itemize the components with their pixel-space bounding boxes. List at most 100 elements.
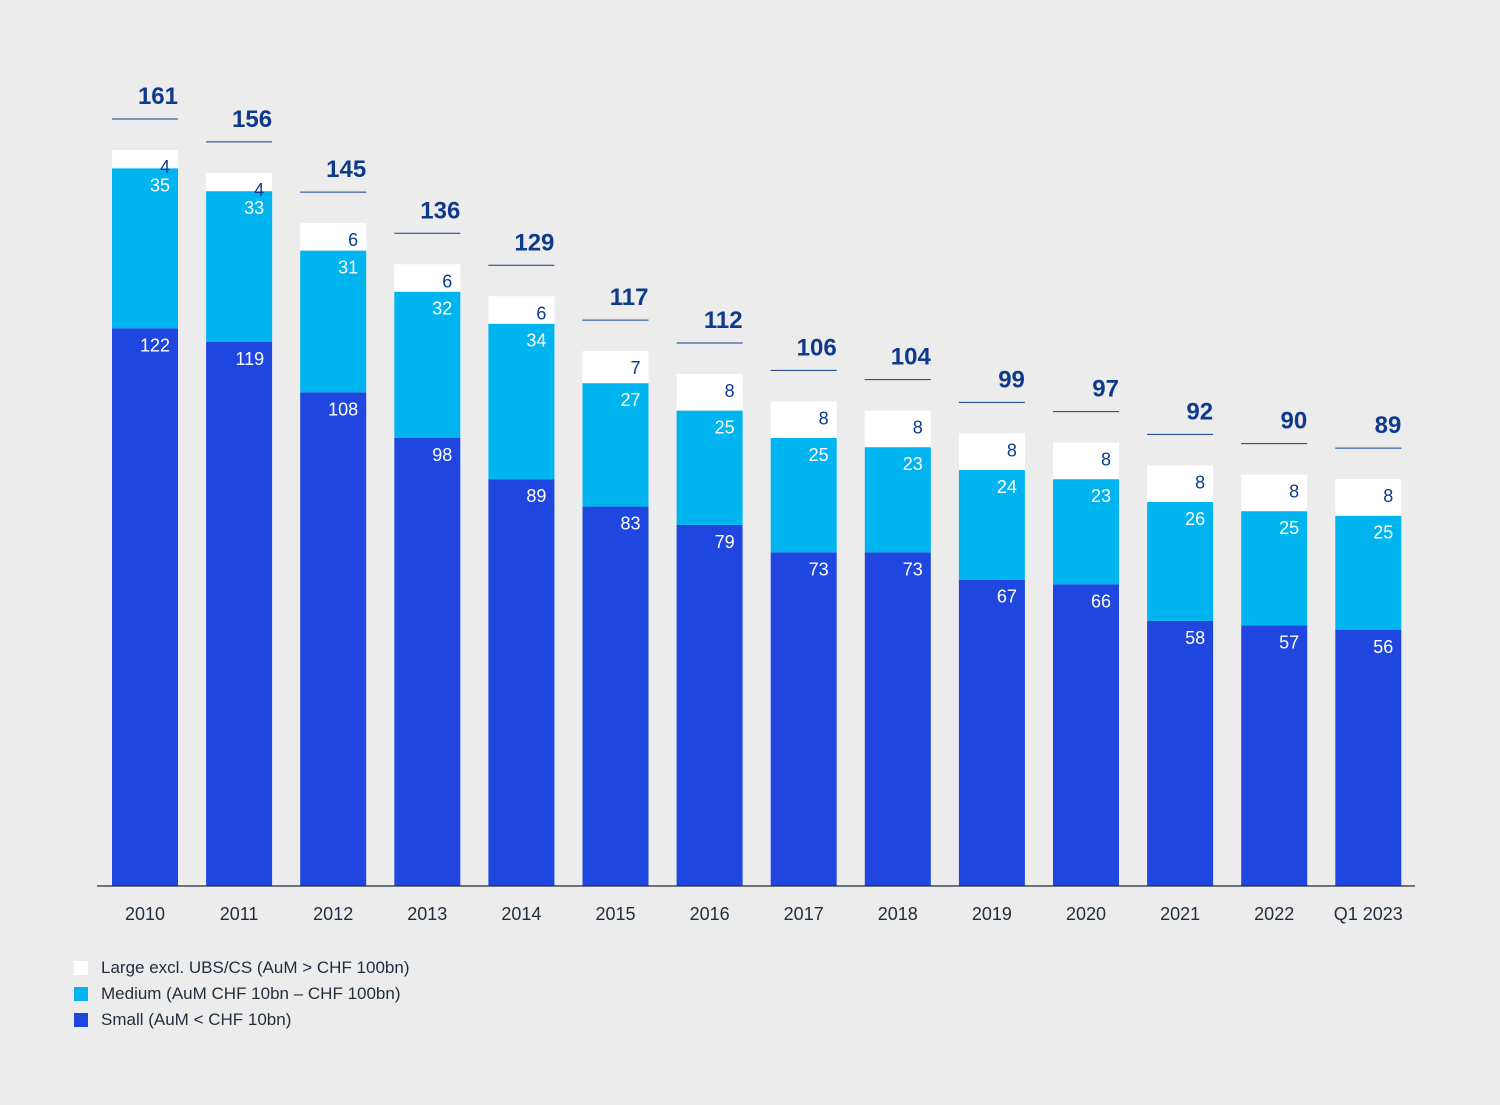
bar-segment-medium <box>206 191 273 342</box>
bar-segment-medium <box>770 438 837 553</box>
bar-value-label: 25 <box>715 418 735 438</box>
x-tick-label: 2017 <box>784 904 824 924</box>
bar-value-label: 66 <box>1091 591 1111 611</box>
total-label: 104 <box>891 344 932 371</box>
bar-segment-small <box>488 479 555 886</box>
labels-layer: 1223541611193341561083161459832613689346… <box>112 83 1402 657</box>
total-label: 92 <box>1186 398 1213 425</box>
bar-segment-medium <box>676 410 743 525</box>
x-tick-label: 2010 <box>125 904 165 924</box>
bar-value-label: 8 <box>1383 486 1393 506</box>
bar-segment-large <box>206 172 273 192</box>
legend-item-small: Small (AuM < CHF 10bn) <box>74 1007 409 1033</box>
bar-value-label: 32 <box>432 299 452 319</box>
bar-value-label: 79 <box>715 532 735 552</box>
total-label: 161 <box>138 83 178 110</box>
bar-value-label: 35 <box>150 175 170 195</box>
bar-segment-small <box>864 552 931 886</box>
x-axis-tick-labels: 2010 2011 2012 2013 2014 2015 2016 2017 2018 2019… <box>125 904 1403 924</box>
bar-segment-small <box>1241 625 1308 886</box>
bar-value-label: 6 <box>348 230 358 250</box>
bar-segment-medium <box>864 447 931 553</box>
bar-segment-large <box>864 410 931 448</box>
bar-value-label: 8 <box>913 418 923 438</box>
x-tick-label: 2020 <box>1066 904 1106 924</box>
bar-value-label: 25 <box>1373 523 1393 543</box>
bar-segment-medium <box>394 291 461 438</box>
bar-segment-medium <box>488 323 555 480</box>
total-label: 90 <box>1280 408 1307 435</box>
x-tick-label: 2022 <box>1254 904 1294 924</box>
bar-value-label: 7 <box>630 358 640 378</box>
bar-segment-small <box>1335 630 1402 886</box>
bar-value-label: 8 <box>819 408 829 428</box>
bar-value-label: 67 <box>997 587 1017 607</box>
bar-segment-large <box>1335 479 1402 516</box>
x-tick-label: 2015 <box>595 904 635 924</box>
bar-value-label: 56 <box>1373 637 1393 657</box>
bar-segment-medium <box>300 250 367 393</box>
bar-segment-medium <box>1147 502 1214 621</box>
bar-value-label: 31 <box>338 258 358 278</box>
bar-segment-large <box>394 264 461 292</box>
bar-value-label: 73 <box>809 559 829 579</box>
bar-segment-large <box>770 401 837 438</box>
legend-item-large: Large excl. UBS/CS (AuM > CHF 100bn) <box>74 955 409 981</box>
bars-layer <box>112 150 1402 886</box>
legend-item-medium: Medium (AuM CHF 10bn – CHF 100bn) <box>74 981 409 1007</box>
bar-value-label: 108 <box>328 399 358 419</box>
x-tick-label: 2013 <box>407 904 447 924</box>
bar-value-label: 98 <box>432 445 452 465</box>
legend-swatch-medium <box>74 987 88 1001</box>
bar-value-label: 25 <box>1279 518 1299 538</box>
bar-value-label: 6 <box>442 271 452 291</box>
bar-segment-medium <box>1053 479 1119 585</box>
bar-value-label: 73 <box>903 559 923 579</box>
bar-segment-large <box>300 223 367 251</box>
bar-value-label: 83 <box>620 514 640 534</box>
bar-segment-small <box>1053 584 1119 886</box>
x-tick-label: 2011 <box>220 904 259 924</box>
bar-segment-medium <box>1335 515 1402 630</box>
bar-segment-small <box>112 328 178 886</box>
bar-value-label: 122 <box>140 335 170 355</box>
x-tick-label: Q1 2023 <box>1334 904 1403 924</box>
bar-value-label: 23 <box>903 454 923 474</box>
bar-value-label: 8 <box>1007 440 1017 460</box>
bar-value-label: 23 <box>1091 486 1111 506</box>
total-label: 145 <box>326 156 366 183</box>
bar-segment-small <box>958 579 1025 886</box>
bar-segment-small <box>206 342 273 886</box>
total-label: 89 <box>1375 412 1402 439</box>
bar-segment-large <box>958 433 1025 470</box>
bar-segment-large <box>1241 474 1308 512</box>
bar-value-label: 58 <box>1185 628 1205 648</box>
bar-segment-medium <box>1241 511 1308 626</box>
bar-value-label: 8 <box>1101 450 1111 470</box>
bar-segment-small <box>300 392 367 886</box>
legend: Large excl. UBS/CS (AuM > CHF 100bn) Med… <box>74 955 409 1033</box>
bar-value-label: 6 <box>536 303 546 323</box>
total-label: 97 <box>1092 376 1119 403</box>
bar-value-label: 89 <box>526 486 546 506</box>
legend-swatch-large <box>74 961 88 975</box>
bar-value-label: 8 <box>1195 472 1205 492</box>
legend-label-medium: Medium (AuM CHF 10bn – CHF 100bn) <box>101 984 401 1003</box>
bar-value-label: 27 <box>620 390 640 410</box>
bar-segment-large <box>112 150 178 169</box>
bar-segment-large <box>1053 442 1119 480</box>
bar-segment-medium <box>958 470 1025 580</box>
bar-value-label: 34 <box>526 331 546 351</box>
bar-segment-small <box>676 524 743 886</box>
total-label: 112 <box>704 307 743 334</box>
bar-value-label: 4 <box>254 180 264 200</box>
bar-segment-small <box>582 506 649 886</box>
x-tick-label: 2021 <box>1160 904 1200 924</box>
legend-label-large: Large excl. UBS/CS (AuM > CHF 100bn) <box>101 958 410 977</box>
total-label: 129 <box>514 229 554 256</box>
total-label: 117 <box>610 284 649 311</box>
bar-value-label: 57 <box>1279 632 1299 652</box>
bar-value-label: 8 <box>725 381 735 401</box>
bar-value-label: 26 <box>1185 509 1205 529</box>
